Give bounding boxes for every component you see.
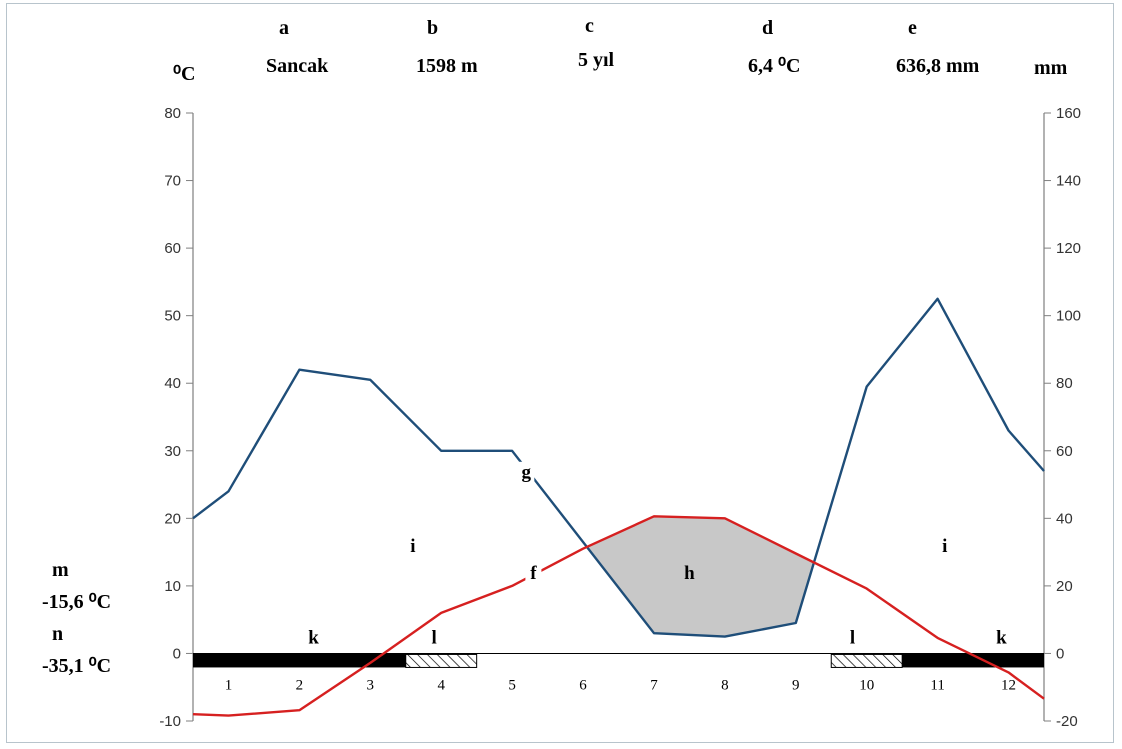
- month-label: 3: [367, 677, 375, 693]
- right-tick-label: 120: [1056, 240, 1081, 257]
- left-tick-label: 50: [164, 308, 181, 325]
- left-tick-label: 40: [164, 375, 181, 392]
- header-letter-b: b: [427, 17, 438, 39]
- annotation-i: i: [942, 536, 947, 557]
- month-label: 12: [1001, 677, 1016, 693]
- arid-area: [587, 516, 813, 637]
- month-label: 7: [650, 677, 658, 693]
- right-tick-label: -20: [1056, 713, 1078, 730]
- header-annual-precipitation: 636,8 mm: [896, 55, 980, 77]
- month-label: 8: [721, 677, 729, 693]
- annotation-h: h: [684, 563, 695, 584]
- header-letter-d: d: [762, 17, 773, 39]
- header-mean-temperature: 6,4 ⁰C: [748, 55, 800, 77]
- header-letter-a: a: [279, 17, 289, 39]
- annotation-f: f: [530, 563, 537, 584]
- frost-bar-certain: [902, 653, 1044, 668]
- right-tick-label: 100: [1056, 308, 1081, 325]
- left-tick-label: 80: [164, 105, 181, 122]
- annotation-k: k: [308, 627, 319, 648]
- header-letter-c: c: [585, 15, 594, 37]
- frost-bar-probable: [830, 653, 903, 668]
- right-tick-label: 40: [1056, 510, 1073, 527]
- month-label: 10: [859, 677, 874, 693]
- extreme-letter-n: n: [52, 623, 63, 645]
- annotation-i: i: [410, 536, 415, 557]
- frost-bar-probable: [405, 653, 478, 668]
- extreme-temperatures: m -15,6 ⁰C n -35,1 ⁰C: [42, 559, 111, 677]
- header-letter-e: e: [908, 17, 917, 39]
- month-label: 2: [296, 677, 304, 693]
- right-tick-label: 80: [1056, 375, 1073, 392]
- annotation-background: [518, 461, 535, 482]
- annotation-k: k: [996, 627, 1007, 648]
- arid-period-area: [587, 516, 813, 637]
- right-tick-label: 20: [1056, 578, 1073, 595]
- header-elevation: 1598 m: [416, 55, 478, 77]
- month-label: 4: [437, 677, 445, 693]
- left-axis-unit: ⁰C: [173, 63, 195, 85]
- axes: -1001020304050607080-2002040608010012014…: [159, 105, 1081, 730]
- header-station-name: Sancak: [266, 55, 329, 77]
- extreme-value-n: -35,1 ⁰C: [42, 655, 111, 677]
- left-tick-label: 10: [164, 578, 181, 595]
- annotation-l: l: [431, 627, 436, 648]
- header-period: 5 yıl: [578, 49, 615, 71]
- extreme-value-m: -15,6 ⁰C: [42, 591, 111, 613]
- extreme-letter-m: m: [52, 559, 69, 581]
- month-label: 5: [508, 677, 516, 693]
- right-tick-label: 0: [1056, 645, 1064, 662]
- annotations: k l i g f h l i k: [308, 461, 1007, 648]
- month-label: 11: [930, 677, 944, 693]
- left-tick-label: 60: [164, 240, 181, 257]
- precipitation-line: [192, 297, 1045, 638]
- temperature-line: [192, 515, 1045, 717]
- right-tick-label: 140: [1056, 173, 1081, 190]
- frost-bar-certain: [193, 653, 406, 668]
- frost-bars: 1 2 3 4 5 6 7 8 9 10 11 12: [193, 652, 1044, 693]
- left-tick-label: 0: [173, 645, 181, 662]
- right-axis-unit: mm: [1034, 57, 1068, 79]
- left-tick-label: 30: [164, 443, 181, 460]
- series-lines: [192, 297, 1045, 717]
- chart-header: a Sancak b 1598 m c 5 yıl d 6,4 ⁰C e 636…: [173, 15, 1068, 85]
- left-tick-label: -10: [159, 713, 181, 730]
- month-label: 1: [225, 677, 233, 693]
- annotation-g: g: [522, 462, 532, 483]
- right-tick-label: 60: [1056, 443, 1073, 460]
- left-tick-label: 20: [164, 510, 181, 527]
- annotation-l: l: [850, 627, 855, 648]
- chart-frame: [6, 3, 1114, 743]
- right-tick-label: 160: [1056, 105, 1081, 122]
- month-label: 6: [579, 677, 587, 693]
- left-tick-label: 70: [164, 173, 181, 190]
- month-label: 9: [792, 677, 800, 693]
- annotation-background: [525, 563, 542, 584]
